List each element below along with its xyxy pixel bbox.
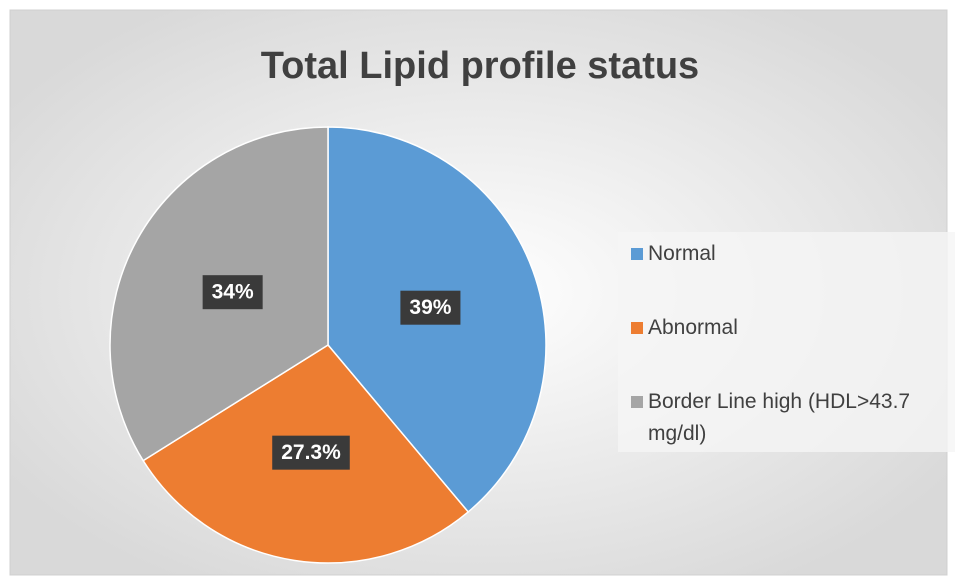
legend-label: Border Line high (HDL>43.7 mg/dl) (648, 390, 911, 445)
data-label-box (202, 275, 263, 310)
data-label: 34% (212, 281, 254, 304)
legend-swatch (631, 248, 643, 260)
legend-swatch (631, 396, 643, 408)
legend-item: Border Line high (HDL>43.7 mg/dl) (631, 386, 951, 450)
data-label-box (400, 290, 461, 325)
legend-label: Normal (648, 242, 716, 265)
chart-title: Total Lipid profile status (261, 45, 699, 87)
data-label: 27.3% (281, 441, 341, 464)
legend-item: Abnormal (631, 312, 951, 344)
data-label: 39% (409, 296, 451, 319)
legend-label: Abnormal (648, 316, 738, 339)
legend-item: Normal (631, 238, 951, 270)
legend: Normal Abnormal Border Line high (HDL>43.7… (618, 232, 955, 452)
data-label-box (272, 435, 350, 470)
legend-swatch (631, 322, 643, 334)
